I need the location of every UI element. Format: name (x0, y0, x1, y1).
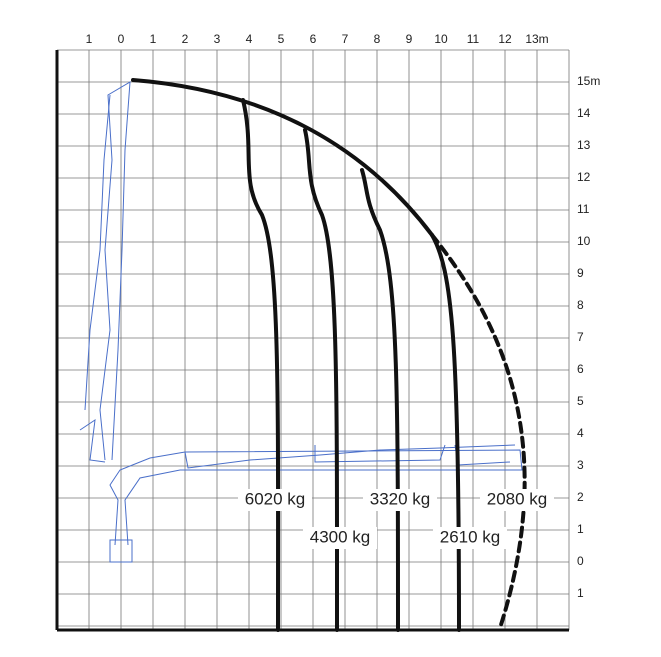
load-label: 3320 kg (370, 489, 431, 508)
y-label: 1 (577, 522, 584, 536)
x-label: 9 (406, 32, 413, 46)
load-curve (360, 168, 400, 632)
x-label: 10 (434, 32, 448, 46)
y-label: 9 (577, 266, 584, 280)
y-label: 0 (577, 554, 584, 568)
y-label: 14 (577, 106, 591, 120)
envelope-curve (131, 78, 434, 237)
y-label: 10 (577, 234, 591, 248)
load-label: 6020 kg (245, 489, 306, 508)
labels: 1 0 1 2 3 4 5 6 7 8 9 10 11 12 13m15m14131211109876543… (86, 32, 601, 600)
x-label: 2 (182, 32, 189, 46)
x-label: 3 (214, 32, 221, 46)
label-bg (433, 527, 507, 549)
load-curve (303, 128, 340, 632)
load-curve (241, 98, 281, 632)
y-label: 13 (577, 138, 591, 152)
label-bg (303, 527, 377, 549)
label-bg (363, 489, 437, 511)
load-curve (430, 233, 461, 632)
x-label: 7 (342, 32, 349, 46)
load-label: 2080 kg (487, 489, 548, 508)
label-bg (238, 489, 312, 511)
x-label: 4 (246, 32, 253, 46)
label-bg (480, 489, 554, 511)
y-label: 5 (577, 394, 584, 408)
x-label: 11 (467, 32, 480, 46)
x-label: 1 (150, 32, 157, 46)
y-label: 1 (577, 586, 584, 600)
load-label: 2610 kg (440, 527, 501, 546)
y-label: 2 (577, 490, 584, 504)
x-label: 12 (498, 32, 512, 46)
y-label: 11 (577, 202, 590, 216)
y-label: 7 (577, 330, 584, 344)
x-label: 1 (86, 32, 93, 46)
envelope-curve-dashed (430, 233, 527, 630)
y-label: 3 (577, 458, 584, 472)
y-label: 6 (577, 362, 584, 376)
x-label: 13m (525, 32, 548, 46)
y-label: 15m (577, 74, 600, 88)
y-label: 8 (577, 298, 584, 312)
load-label: 4300 kg (310, 527, 371, 546)
crane-drawing (79, 81, 523, 563)
x-label: 5 (278, 32, 285, 46)
x-label: 0 (118, 32, 125, 46)
x-label: 8 (374, 32, 381, 46)
y-label: 12 (577, 170, 591, 184)
x-label: 6 (310, 32, 317, 46)
y-label: 4 (577, 426, 584, 440)
